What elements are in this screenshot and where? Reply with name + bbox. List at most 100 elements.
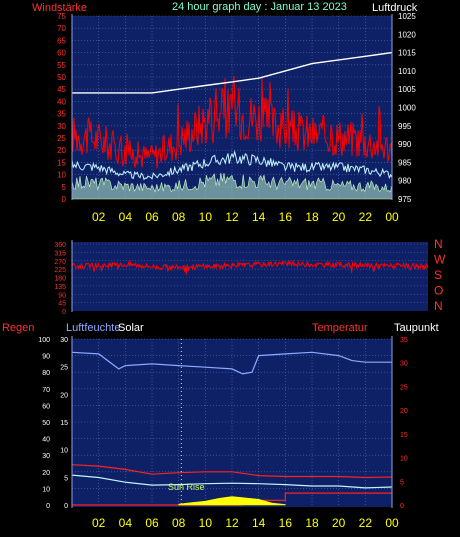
temperature-axis-title: Temperatur	[312, 322, 368, 334]
compass-label: N	[434, 299, 443, 313]
rain-tick-label: 20	[60, 392, 68, 399]
wind-tick-label: 65	[57, 36, 66, 45]
x-tick-label: 06	[145, 210, 159, 224]
x-tick-label: 22	[359, 516, 373, 530]
direction-tick-label: 270	[54, 259, 66, 266]
x-tick-label: 10	[199, 516, 213, 530]
wind-tick-label: 30	[57, 122, 66, 131]
x-tick-label: 16	[279, 210, 293, 224]
x-tick-label: 20	[332, 516, 346, 530]
temperature-tick-label: 30	[400, 361, 408, 368]
compass-label: O	[434, 284, 443, 298]
x-tick-label: 04	[119, 516, 133, 530]
solar-area	[178, 496, 286, 506]
wind-direction-line	[71, 259, 429, 275]
pressure-line	[72, 51, 393, 94]
wind-tick-label: 75	[57, 12, 66, 21]
direction-tick-label: 90	[58, 292, 66, 299]
temperature-tick-label: 25	[400, 384, 408, 391]
x-tick-label: 06	[145, 516, 159, 530]
humidity-tick-label: 100	[38, 337, 50, 344]
sunrise-label: Sun Rise	[168, 482, 205, 492]
wind-low-area	[71, 172, 393, 200]
x-tick-label: 00	[385, 516, 399, 530]
solar-axis-title: Solar	[118, 322, 144, 334]
rain-tick-label: 0	[64, 503, 68, 510]
wind-tick-label: 10	[57, 171, 66, 180]
humidity-tick-label: 0	[46, 503, 50, 510]
rain-tick-label: 25	[60, 365, 68, 372]
temperature-line	[71, 464, 393, 479]
humidity-tick-label: 50	[42, 420, 50, 427]
humidity-tick-label: 70	[42, 387, 50, 394]
pressure-tick-label: 985	[398, 158, 412, 167]
humidity-axis-title: Luftfeuchte	[66, 322, 120, 334]
pressure-tick-label: 1025	[398, 12, 416, 21]
temperature-tick-label: 0	[400, 503, 404, 510]
rain-tick-label: 30	[60, 337, 68, 344]
dewpoint-axis-title: Taupunkt	[394, 322, 439, 334]
pressure-tick-label: 1010	[398, 67, 416, 76]
direction-tick-label: 315	[54, 250, 66, 257]
wind-gust-line	[71, 75, 393, 169]
x-tick-label: 00	[385, 210, 399, 224]
humidity-tick-label: 30	[42, 453, 50, 460]
humidity-tick-label: 80	[42, 370, 50, 377]
pressure-tick-label: 980	[398, 177, 412, 186]
wind-tick-label: 35	[57, 110, 66, 119]
pressure-axis-title: Luftdruck	[372, 2, 418, 14]
direction-tick-label: 225	[54, 267, 66, 274]
pressure-tick-label: 1000	[398, 104, 416, 113]
temperature-tick-label: 15	[400, 432, 408, 439]
direction-tick-label: 0	[62, 309, 66, 316]
wind-axis-title: Windstärke	[32, 2, 87, 14]
wind-tick-label: 55	[57, 61, 66, 70]
temperature-tick-label: 10	[400, 456, 408, 463]
wind-tick-label: 0	[62, 195, 67, 204]
direction-tick-label: 45	[58, 301, 66, 308]
humidity-line	[71, 351, 392, 375]
chart-title: 24 hour graph day : Januar 13 2023	[172, 1, 347, 13]
rain-axis-title: Regen	[2, 322, 34, 334]
humidity-tick-label: 20	[42, 470, 50, 477]
x-tick-label: 18	[305, 210, 319, 224]
x-tick-label: 02	[92, 516, 106, 530]
wind-tick-label: 45	[57, 85, 66, 94]
wind-tick-label: 70	[57, 24, 66, 33]
x-tick-label: 22	[359, 210, 373, 224]
temperature-tick-label: 35	[400, 337, 408, 344]
direction-tick-label: 135	[54, 284, 66, 291]
humidity-tick-label: 10	[42, 486, 50, 493]
wind-tick-label: 25	[57, 134, 66, 143]
pressure-tick-label: 1020	[398, 30, 416, 39]
pressure-tick-label: 1005	[398, 85, 416, 94]
x-tick-label: 12	[225, 210, 239, 224]
humidity-tick-label: 90	[42, 354, 50, 361]
pressure-tick-label: 990	[398, 140, 412, 149]
humidity-tick-label: 40	[42, 437, 50, 444]
wind-tick-label: 40	[57, 97, 66, 106]
wind-average-line	[71, 149, 393, 181]
x-tick-label: 14	[252, 210, 266, 224]
pressure-tick-label: 995	[398, 122, 412, 131]
direction-tick-label: 360	[54, 242, 66, 249]
x-tick-label: 18	[305, 516, 319, 530]
x-tick-label: 20	[332, 210, 346, 224]
x-tick-label: 14	[252, 516, 266, 530]
pressure-tick-label: 1015	[398, 49, 416, 58]
rain-tick-label: 15	[60, 420, 68, 427]
rain-tick-label: 10	[60, 448, 68, 455]
x-tick-label: 02	[92, 210, 106, 224]
compass-label: S	[434, 268, 442, 282]
x-tick-label: 10	[199, 210, 213, 224]
x-tick-label: 08	[172, 516, 186, 530]
x-tick-label: 04	[119, 210, 133, 224]
temperature-tick-label: 20	[400, 408, 408, 415]
temperature-tick-label: 5	[400, 479, 404, 486]
dewpoint-line	[71, 474, 393, 489]
direction-tick-label: 180	[54, 276, 66, 283]
wind-tick-label: 5	[62, 183, 67, 192]
compass-label: N	[434, 237, 443, 251]
wind-tick-label: 20	[57, 146, 66, 155]
